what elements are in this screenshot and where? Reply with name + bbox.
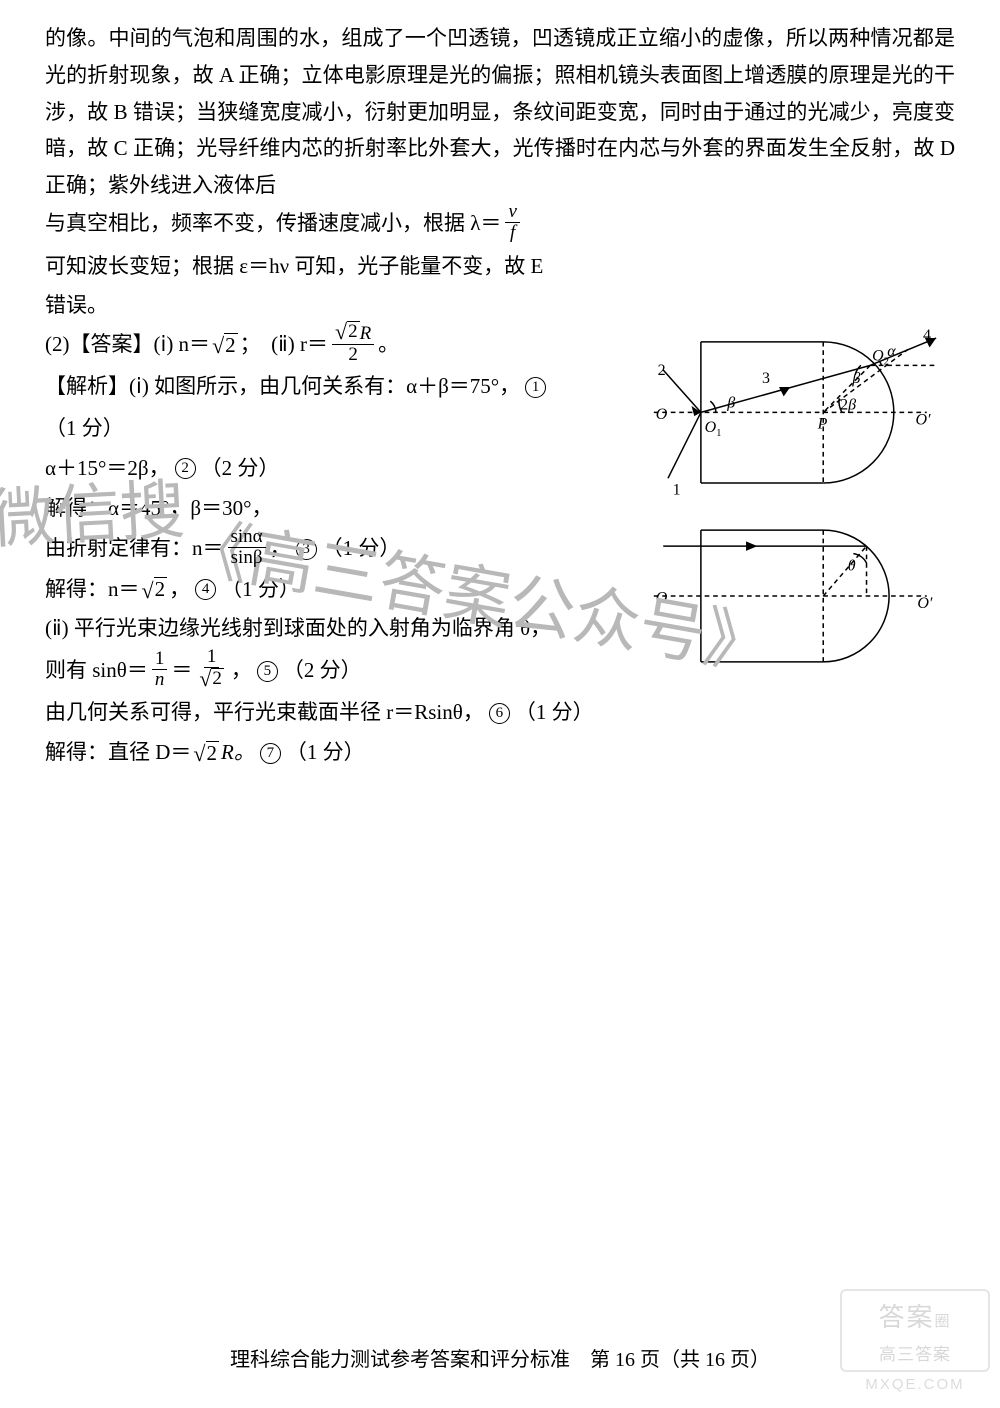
denominator: 2 — [345, 345, 361, 365]
text: 解得：α＝45°，β＝30°， — [45, 489, 272, 529]
label-O: O — [656, 406, 668, 423]
explanation-paragraph-2a: 与真空相比，频率不变，传播速度减小，根据 λ＝ v f 可知波长变短；根据 ε＝… — [45, 204, 955, 287]
text: 可知波长变短；根据 ε＝hν 可知，光子能量不变，故 E — [45, 247, 543, 287]
page: 微信搜 《高三答案公众号》 的像。中间的气泡和周围的水，组成了一个凹透镜，凹透镜… — [0, 0, 1000, 1408]
step-5: 解得：n＝ √2 ， 4 （1 分） — [45, 570, 615, 610]
points: （1 分） — [515, 693, 594, 733]
text: 解得：n＝ — [45, 570, 140, 610]
numerator: 1 — [152, 649, 168, 670]
text: 。 — [378, 325, 399, 365]
label-O: O — [656, 590, 668, 607]
fraction-sina-sinb: sinα sinβ — [228, 527, 266, 568]
circle-4: 4 — [195, 579, 216, 600]
denominator: n — [152, 670, 168, 690]
circle-3: 3 — [296, 539, 317, 560]
denominator: √2 — [196, 668, 227, 691]
label-ray2: 2 — [658, 362, 666, 379]
label-2beta: 2β — [840, 397, 856, 414]
points: （1 分） — [286, 733, 365, 773]
fraction-1-over-sqrt2: 1 √2 — [196, 647, 227, 691]
label-theta: θ — [848, 558, 856, 575]
label-P: P — [817, 416, 828, 433]
text: ＝ — [171, 651, 192, 691]
step-3: 解得：α＝45°，β＝30°， — [45, 489, 615, 529]
explanation-paragraph-1: 的像。中间的气泡和周围的水，组成了一个凹透镜，凹透镜成正立缩小的虚像，所以两种情… — [45, 20, 955, 204]
points: （1 分） — [322, 529, 401, 569]
circle-2: 2 — [175, 458, 196, 479]
label-ray4: 4 — [923, 327, 931, 344]
denominator: sinβ — [228, 548, 266, 568]
explanation-paragraph-2b: 错误。 — [45, 287, 955, 324]
points: （2 分） — [283, 651, 362, 691]
label-Oprime: O′ — [915, 412, 931, 429]
text: 解得：直径 D＝ — [45, 733, 191, 773]
text: 则有 sinθ＝ — [45, 651, 148, 691]
numerator: √2R — [332, 321, 374, 345]
numerator: 1 — [204, 647, 220, 668]
denominator: f — [507, 223, 518, 243]
step-8: 由几何关系可得，平行光束截面半径 r＝Rsinθ， 6 （1 分） — [45, 693, 615, 733]
sqrt2: √2 — [142, 577, 168, 601]
fraction-1-over-n: 1 n — [152, 649, 168, 690]
label: (2)【答案】(ⅰ) n＝ — [45, 325, 210, 365]
points: （2 分） — [201, 449, 280, 489]
answer-line: (2)【答案】(ⅰ) n＝ √2 ； (ⅱ) r＝ √2R 2 。 — [45, 323, 615, 367]
label-ray3: 3 — [762, 370, 770, 387]
text: ， — [169, 570, 190, 610]
text: ； (ⅱ) r＝ — [240, 325, 328, 365]
text: R。 — [221, 733, 255, 773]
sqrt2: √2 — [212, 333, 238, 357]
text: ， — [270, 529, 291, 569]
step-4: 由折射定律有：n＝ sinα sinβ ， 3 （1 分） — [45, 529, 615, 570]
points: （1 分） — [221, 570, 300, 610]
label-ray1: 1 — [673, 482, 681, 499]
text: 由折射定律有：n＝ — [45, 529, 224, 569]
diagram-column: O O′ O1 O2 P β 2β β α 1 2 3 4 — [635, 323, 955, 676]
numerator: v — [505, 202, 519, 223]
label-beta: β — [726, 395, 735, 412]
circle-5: 5 — [257, 661, 278, 682]
text: α＋15°＝2β， — [45, 449, 170, 489]
fraction-sqrt2r-over-2: √2R 2 — [332, 321, 374, 365]
text: 与真空相比，频率不变，传播速度减小，根据 λ＝ — [45, 204, 501, 244]
fraction-v-over-f: v f — [505, 202, 519, 243]
step-7: 则有 sinθ＝ 1 n ＝ 1 √2 ， 5 （2 分） — [45, 649, 615, 693]
circle-7: 7 — [260, 743, 281, 764]
diagram-2: O O′ θ — [635, 516, 955, 676]
points: （1 分） — [45, 409, 124, 449]
circle-1: 1 — [525, 377, 546, 398]
page-footer: 理科综合能力测试参考答案和评分标准 第 16 页（共 16 页） — [0, 1343, 1000, 1378]
text: 由几何关系可得，平行光束截面半径 r＝Rsinθ， — [45, 693, 484, 733]
label-beta2: β — [851, 370, 860, 387]
step-1: 【解析】(ⅰ) 如图所示，由几何关系有：α＋β＝75°， 1 （1 分） — [45, 367, 615, 449]
solution-column: (2)【答案】(ⅰ) n＝ √2 ； (ⅱ) r＝ √2R 2 。 【解析】(ⅰ… — [45, 323, 615, 773]
solution-and-diagrams: (2)【答案】(ⅰ) n＝ √2 ； (ⅱ) r＝ √2R 2 。 【解析】(ⅰ… — [45, 323, 955, 773]
numerator: sinα — [228, 527, 266, 548]
sqrt2: √2 — [193, 741, 219, 765]
label-alpha: α — [887, 343, 896, 360]
text: 【解析】(ⅰ) 如图所示，由几何关系有：α＋β＝75°， — [45, 367, 520, 407]
label-Oprime: O′ — [917, 595, 933, 612]
label-O1: O1 — [705, 419, 722, 439]
diagram-1: O O′ O1 O2 P β 2β β α 1 2 3 4 — [635, 323, 955, 502]
step-9: 解得：直径 D＝ √2 R。 7 （1 分） — [45, 733, 615, 773]
text: (ⅱ) 平行光束边缘光线射到球面处的入射角为临界角 θ， — [45, 609, 551, 649]
step-2: α＋15°＝2β， 2 （2 分） — [45, 449, 615, 489]
text: ， — [231, 651, 252, 691]
step-6: (ⅱ) 平行光束边缘光线射到球面处的入射角为临界角 θ， — [45, 609, 615, 649]
circle-6: 6 — [489, 703, 510, 724]
